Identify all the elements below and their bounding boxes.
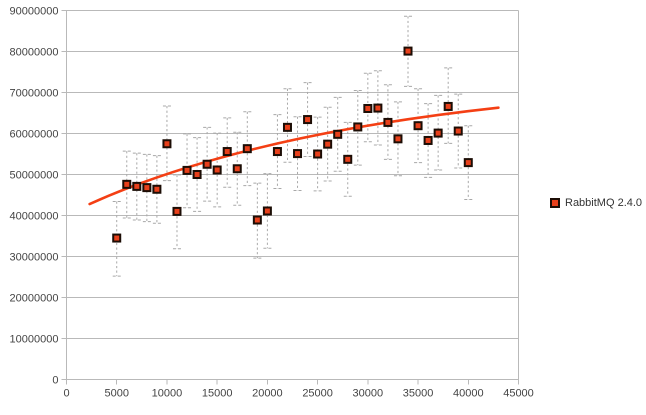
x-axis-tick-label: 30000 <box>353 388 384 400</box>
data-point-marker <box>463 158 473 168</box>
data-point-marker <box>202 159 212 169</box>
data-point-marker <box>262 206 272 216</box>
data-point-marker <box>453 126 463 136</box>
x-axis-tick-label: 0 <box>63 388 69 400</box>
legend: RabbitMQ 2.4.0 <box>550 197 642 209</box>
data-point-marker <box>192 170 202 179</box>
data-point-marker <box>112 233 122 243</box>
y-axis-tick-label: 40000000 <box>10 211 59 223</box>
data-point-marker <box>423 135 433 145</box>
data-point-marker <box>403 46 413 56</box>
data-point-marker <box>393 134 403 144</box>
data-point-marker <box>142 183 152 193</box>
y-axis-tick-label: 50000000 <box>10 170 59 182</box>
data-point-marker <box>433 128 443 138</box>
data-point-marker <box>373 103 383 113</box>
legend-series-label: RabbitMQ 2.4.0 <box>565 197 643 209</box>
data-point-marker <box>162 139 172 149</box>
y-axis-tick-label: 10000000 <box>10 334 59 346</box>
x-axis-tick-label: 35000 <box>403 388 434 400</box>
data-point-marker <box>212 165 222 175</box>
x-axis-tick-label: 40000 <box>453 388 484 400</box>
data-point-marker <box>252 215 262 225</box>
x-axis-tick-label: 5000 <box>104 388 128 400</box>
data-point-marker <box>333 129 343 139</box>
data-point-marker <box>282 122 292 132</box>
y-axis-tick-label: 90000000 <box>10 6 59 18</box>
y-axis-tick-label: 80000000 <box>10 47 59 59</box>
x-axis-tick-label: 20000 <box>252 388 283 400</box>
data-point-marker <box>132 181 142 191</box>
legend-marker-icon <box>550 198 560 208</box>
data-point-marker <box>443 101 453 111</box>
data-point-marker <box>343 154 353 164</box>
y-axis-tick-label: 60000000 <box>10 129 59 141</box>
data-point-marker <box>413 121 423 131</box>
y-axis-tick-label: 20000000 <box>10 293 59 305</box>
y-axis-tick-label: 30000000 <box>10 252 59 264</box>
data-point-marker <box>303 115 313 125</box>
data-point-marker <box>293 149 303 159</box>
data-point-marker <box>353 122 363 132</box>
data-point-marker <box>383 117 393 127</box>
x-axis-tick-label: 25000 <box>302 388 333 400</box>
x-axis-tick-label: 45000 <box>503 388 534 400</box>
data-point-marker <box>363 103 373 113</box>
data-point-marker <box>122 179 132 189</box>
data-point-marker <box>172 206 182 216</box>
x-axis-tick-label: 10000 <box>152 388 183 400</box>
data-point-marker <box>232 164 242 174</box>
data-point-marker <box>272 147 282 157</box>
y-axis-tick-label: 0 <box>52 375 58 387</box>
data-point-marker <box>152 184 162 194</box>
data-point-marker <box>222 147 232 157</box>
data-point-marker <box>242 144 252 154</box>
data-point-marker <box>313 149 323 159</box>
data-point-marker <box>182 165 192 175</box>
data-point-marker <box>323 139 333 149</box>
x-axis-tick-label: 15000 <box>202 388 233 400</box>
y-axis-tick-label: 70000000 <box>10 88 59 100</box>
